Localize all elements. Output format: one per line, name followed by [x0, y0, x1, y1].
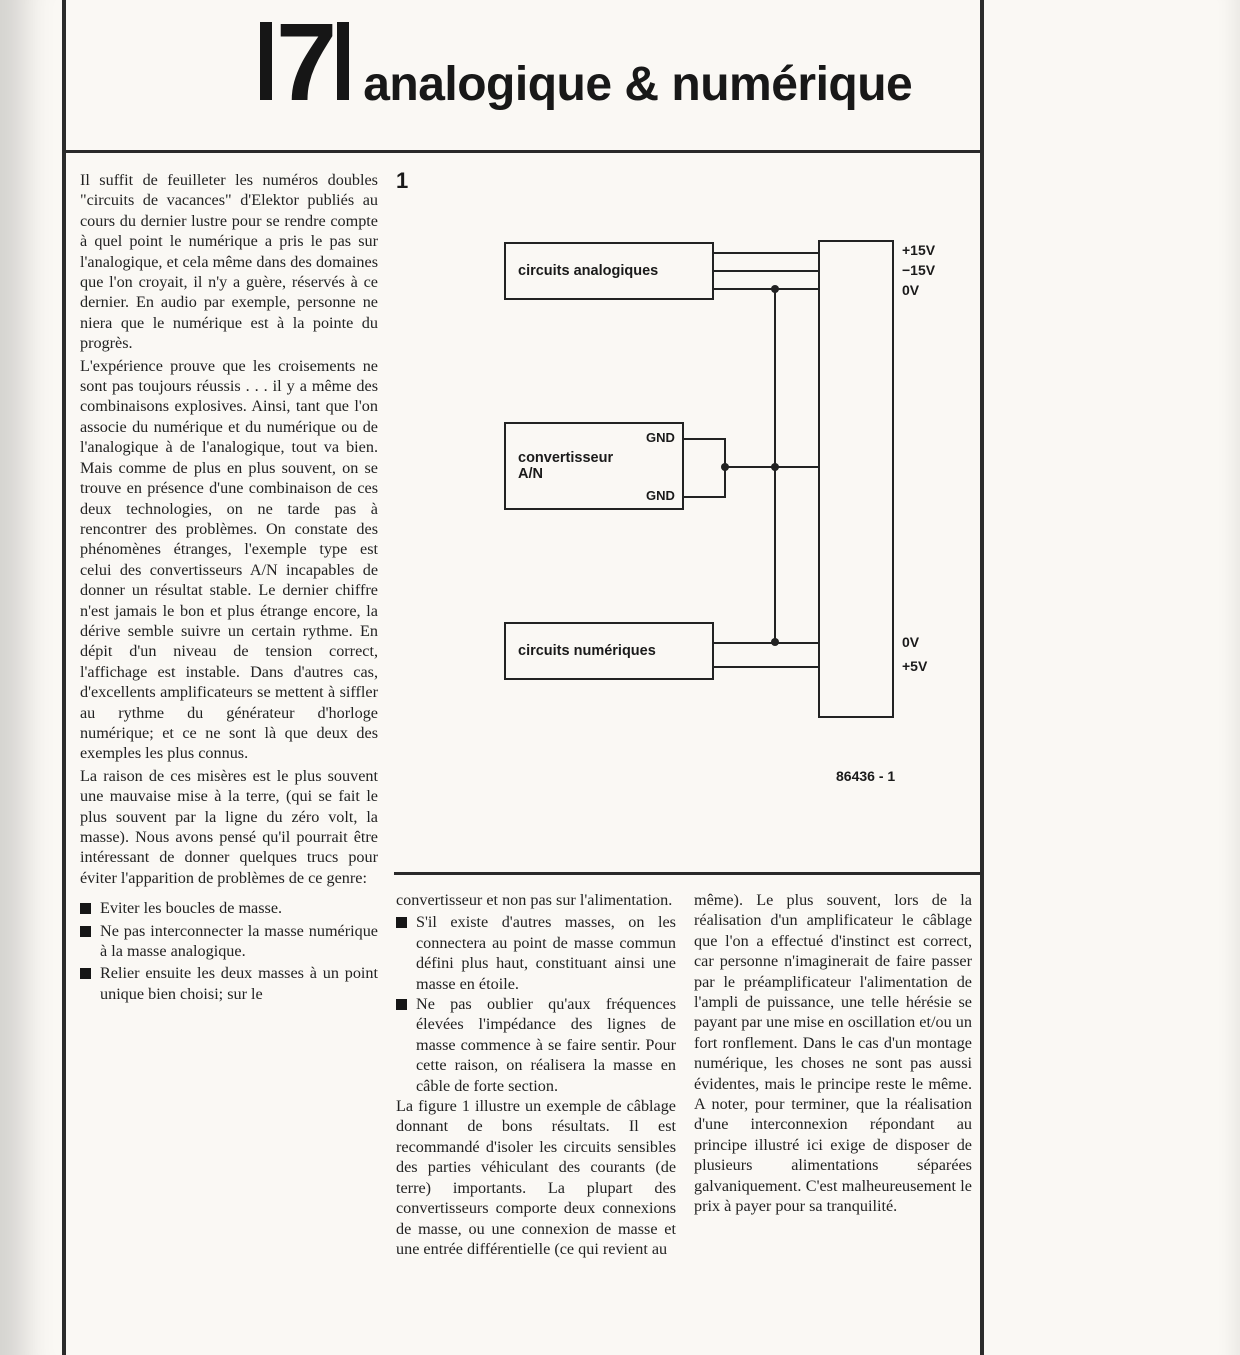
wire-bus-to-psu-mid [774, 466, 818, 468]
col2-paragraph-1: La figure 1 illustre un exemple de câbla… [396, 1096, 676, 1259]
chapter-title: analogique & numérique [363, 57, 912, 112]
chapter-header: 7 analogique & numérique [260, 22, 912, 112]
col1-paragraph-1: Il suffit de feuilleter les numéros doub… [80, 170, 378, 354]
rail-label-0v-top: 0V [902, 282, 919, 298]
rail-label-p5: +5V [902, 658, 927, 674]
adc-gnd-label-top: GND [646, 430, 675, 445]
col1-bullet-3: Relier ensuite les deux masses à un poin… [80, 963, 378, 1004]
wire-analog-m15 [714, 270, 818, 272]
wire-adc-gnd-bot-h [684, 496, 724, 498]
col1-paragraph-2: L'expérience prouve que les croisements … [80, 356, 378, 764]
adc-box-line2: A/N [518, 466, 543, 482]
column-3: même). Le plus souvent, lors de la réali… [694, 890, 972, 1219]
wire-adc-gnd-top-v [724, 438, 726, 466]
digital-box-label: circuits numériques [518, 643, 656, 659]
wire-analog-p15 [714, 252, 818, 254]
wire-adc-gnd-top-h [684, 438, 724, 440]
col2-bullet-2: Ne pas oublier qu'aux fréquences élevées… [396, 994, 676, 1096]
column-2: convertisseur et non pas sur l'alimentat… [396, 890, 676, 1261]
page: 7 analogique & numérique Il suffit de fe… [0, 0, 1240, 1355]
figure-number: 1 [396, 168, 978, 194]
analog-box-label: circuits analogiques [518, 263, 658, 279]
psu-box [818, 240, 894, 718]
col1-paragraph-3: La raison de ces misères est le plus sou… [80, 766, 378, 888]
rail-label-0v-bot: 0V [902, 634, 919, 650]
horizontal-rule-top [65, 150, 982, 153]
col1-bullet-1: Eviter les boucles de masse. [80, 898, 378, 918]
col2-bullet-1: S'il existe d'autres masses, on les conn… [396, 912, 676, 994]
chapter-number: 7 [276, 24, 333, 101]
figure-reference: 86436 - 1 [836, 768, 895, 784]
page-left-rule [62, 0, 66, 1355]
col3-paragraph-1: même). Le plus souvent, lors de la réali… [694, 890, 972, 1217]
page-right-rule [980, 0, 984, 1355]
analog-box: circuits analogiques [504, 242, 714, 300]
node-0v-top [771, 285, 779, 293]
wire-digital-0v [714, 642, 818, 644]
chapter-number-block: 7 [260, 22, 349, 101]
column-1: Il suffit de feuilleter les numéros doub… [80, 170, 378, 1006]
horizontal-rule-mid [394, 872, 982, 875]
col1-bullet-list: Eviter les boucles de masse. Ne pas inte… [80, 898, 378, 1004]
adc-box-line1: convertisseur [518, 450, 613, 466]
wire-analog-0v [714, 288, 818, 290]
digital-box: circuits numériques [504, 622, 714, 680]
wire-adc-merge-h [724, 466, 774, 468]
figure-diagram: circuits analogiques convertisseur A/N G… [416, 212, 968, 832]
rail-label-p15: +15V [902, 242, 935, 258]
rail-label-m15: −15V [902, 262, 935, 278]
figure-1: 1 circuits analogiques convertisseur A/N… [396, 168, 978, 868]
adc-gnd-label-bot: GND [646, 488, 675, 503]
chapter-bar-left [260, 22, 272, 100]
chapter-bar-right [337, 22, 349, 100]
col1-bullet-2: Ne pas interconnecter la masse numérique… [80, 921, 378, 962]
col2-cont: convertisseur et non pas sur l'alimentat… [396, 890, 676, 910]
wire-digital-5v [714, 666, 818, 668]
col2-bullet-list: S'il existe d'autres masses, on les conn… [396, 912, 676, 1096]
